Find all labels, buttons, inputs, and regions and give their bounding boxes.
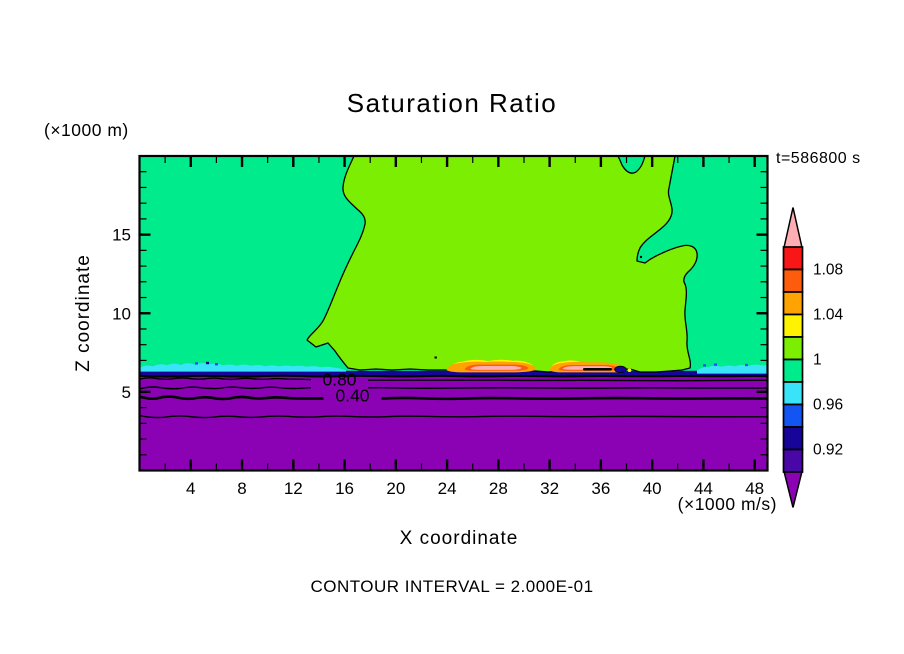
blue-speck: [703, 364, 706, 367]
x-tick-label: 28: [489, 479, 508, 498]
contour-label-halo: [311, 377, 368, 389]
colorbar-cell: [782, 381, 804, 406]
contour-speck: [639, 255, 643, 259]
colorbar-cell: [782, 448, 804, 473]
contour-line-0.20: [139, 414, 768, 419]
dark-blue-speck: [206, 361, 209, 365]
x-tick-label: 36: [591, 479, 610, 498]
lens-dark-blue-blob: [614, 365, 627, 374]
plot-area: 0.80 0.40: [139, 156, 768, 471]
colorbar-tick-label: 0.92: [813, 442, 843, 459]
x-tick-label: 24: [438, 479, 457, 498]
contour-line-0.60: [139, 386, 768, 390]
contour-speck: [434, 356, 437, 359]
blue-speck: [195, 362, 198, 365]
fill-dark-blue-layer: [139, 370, 768, 376]
blue-speck: [215, 363, 218, 366]
x-axis-unit-label: (×1000 m/s): [677, 494, 777, 514]
colorbar-cell: [782, 268, 804, 293]
x-tick-label: 44: [694, 479, 713, 498]
colorbar-cell: [782, 291, 804, 316]
blue-speck: [745, 363, 748, 367]
contour-label-080: 0.80: [322, 370, 356, 390]
contour-line-0.80: [139, 377, 768, 382]
y-tick-label: 5: [122, 383, 131, 402]
y-tick-label: 15: [112, 226, 131, 245]
colorbar-tick-label: 1.04: [813, 307, 844, 324]
band-border-line: [139, 374, 768, 378]
x-tick-label: 16: [335, 479, 354, 498]
contour-line-0.40: [139, 395, 768, 401]
colorbar-cell: [782, 426, 804, 451]
blue-speck: [714, 363, 717, 366]
warm-lens-right: [549, 360, 632, 374]
plume-yellow-green: [306, 156, 698, 373]
lens-black-dash: [583, 368, 612, 371]
colorbar-under-arrow: [783, 470, 803, 508]
colorbar-cells: [782, 246, 804, 473]
colorbar-labels: 1.08 1.04 1 0.96 0.92: [813, 262, 844, 459]
chart-title: Saturation Ratio: [346, 88, 558, 118]
colorbar-cell: [782, 403, 804, 428]
colorbar: 1.08 1.04 1 0.96 0.92: [782, 207, 844, 508]
colorbar-cell: [782, 246, 804, 271]
x-axis-title: X coordinate: [399, 528, 519, 549]
x-tick-label: 12: [284, 479, 303, 498]
fill-cyan-layer-right: [697, 364, 768, 374]
colorbar-cell: [782, 336, 804, 361]
x-tick-label: 48: [745, 479, 764, 498]
colorbar-cell: [782, 313, 804, 338]
x-tick-label: 4: [186, 479, 195, 498]
contour-label-040: 0.40: [335, 386, 369, 406]
fill-purple-region: [139, 373, 768, 471]
plot-border: [138, 154, 769, 472]
axis-ticks: [140, 157, 767, 470]
x-tick-label: 8: [237, 479, 246, 498]
lens-pink-core: [470, 366, 522, 370]
fill-cyan-layer-left: [139, 363, 346, 372]
lens-yellow-dot: [627, 368, 632, 373]
colorbar-tick-label: 1: [813, 352, 822, 369]
timestamp-label: t=586800 s: [776, 150, 861, 167]
y-axis-unit-label: (×1000 m): [44, 120, 129, 140]
x-tick-label: 20: [386, 479, 405, 498]
colorbar-cell: [782, 358, 804, 383]
warm-lens-left: [446, 359, 536, 373]
colorbar-tick-label: 0.96: [813, 397, 843, 414]
colorbar-over-arrow: [783, 207, 803, 249]
contour-interval-note: CONTOUR INTERVAL = 2.000E-01: [310, 577, 594, 596]
contour-label-halo: [323, 389, 382, 403]
colorbar-tick-label: 1.08: [813, 262, 843, 279]
x-tick-label: 32: [540, 479, 559, 498]
x-tick-label: 40: [643, 479, 662, 498]
y-tick-label: 10: [112, 304, 131, 323]
